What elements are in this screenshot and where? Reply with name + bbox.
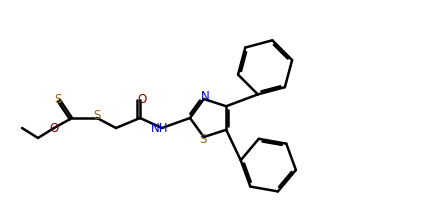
Text: S: S xyxy=(94,109,101,121)
Text: S: S xyxy=(54,92,62,106)
Text: NH: NH xyxy=(151,123,169,136)
Text: O: O xyxy=(137,92,147,106)
Text: S: S xyxy=(199,133,207,146)
Text: N: N xyxy=(201,90,209,104)
Text: O: O xyxy=(49,121,59,135)
